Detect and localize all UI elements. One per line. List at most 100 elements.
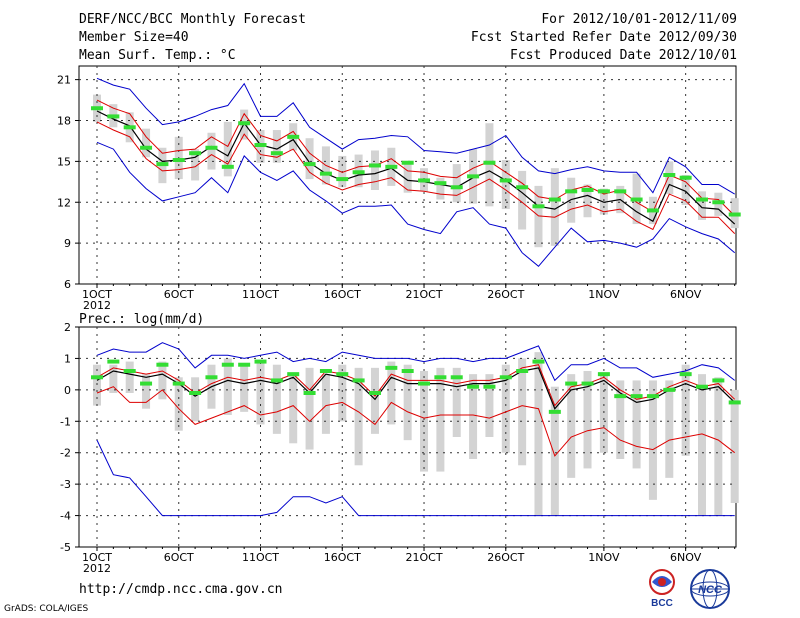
ensemble-box [518,358,527,466]
y-tick-label: 0 [64,384,71,397]
observed-marker [450,375,463,380]
observed-marker [434,375,447,380]
observed-marker [548,197,561,202]
observed-marker [499,178,512,183]
observed-marker [418,381,431,386]
ensemble-box [436,367,445,472]
y-tick-label: -3 [60,478,71,491]
ensemble-box [125,361,134,393]
observed-marker [728,400,741,405]
observed-marker [385,164,398,169]
forecast-period: For 2012/10/01-2012/11/09 [541,12,737,27]
observed-marker [254,143,267,148]
series-max-line [96,77,735,195]
ensemble-box [321,374,330,434]
x-tick-label: 1NOV [588,288,620,301]
ensemble-box [354,367,363,466]
forecast-produced-date: Fcst Produced Date 2012/10/01 [510,48,737,63]
x-tick-label: 26OCT [487,288,524,301]
ensemble-box [289,374,298,444]
ensemble-box [223,358,232,415]
observed-marker [189,391,202,395]
observed-marker [646,394,659,399]
ncc-logo-text: NCC [698,584,723,596]
observed-marker [679,372,692,377]
y-tick-label: 6 [64,278,71,291]
ensemble-box [158,361,167,400]
observed-marker [516,185,529,190]
observed-marker [499,375,512,380]
ensemble-box [403,161,412,193]
series-upper-line [96,99,736,217]
ensemble-box [272,364,281,434]
series-upper-line [96,364,736,407]
observed-marker [663,173,676,177]
ensemble-box [469,374,478,459]
member-size: Member Size=40 [79,30,189,45]
observed-marker [303,162,316,167]
observed-marker [107,359,120,364]
observed-marker [597,189,610,194]
ensemble-box [403,364,412,441]
observed-marker [303,391,316,395]
observed-marker [352,170,365,175]
series-lower-line [96,121,736,234]
ensemble-box [714,377,723,516]
bcc-logo-text: BCC [651,598,673,608]
observed-marker [467,174,480,179]
observed-marker [221,164,234,169]
y-tick-label: 1 [64,352,71,365]
x-year-label: 2012 [83,299,111,312]
ensemble-box [681,364,690,456]
ensemble-box [191,377,200,422]
ensemble-box [730,389,739,503]
grads-credit: GrADS: COLA/IGES [4,604,89,614]
ensemble-box [305,367,314,450]
observed-marker [189,151,202,156]
observed-marker [434,181,447,186]
y-tick-label: 9 [64,237,71,250]
ensemble-box [714,192,723,216]
y-tick-label: -2 [60,447,71,460]
ensemble-box [485,123,494,207]
ncc-logo: NCC [690,569,730,609]
x-tick-label: 11OCT [242,288,279,301]
y-tick-label: 12 [57,196,71,209]
ensemble-box [338,364,347,422]
observed-marker [418,178,431,183]
x-year-label: 2012 [83,562,111,575]
ensemble-box [305,138,314,180]
observed-marker [581,187,594,192]
observed-marker [679,175,692,180]
ensemble-box [207,132,216,170]
series-lower-line [96,386,736,457]
y-tick-label: -5 [60,541,71,554]
observed-marker [205,375,218,380]
observed-marker [696,384,708,389]
ensemble-box [632,380,641,469]
ensemble-box [370,367,379,434]
observed-marker [205,145,218,150]
ensemble-box [550,386,559,516]
x-tick-label: 1NOV [588,551,620,564]
ensemble-box [191,149,200,181]
observed-marker [238,121,251,126]
series-min-line [96,141,736,267]
ensemble-box [93,364,101,406]
observed-marker [532,359,545,364]
observed-marker [156,162,169,167]
observed-marker [385,365,398,370]
observed-marker [614,189,627,194]
observed-marker [319,369,332,373]
x-tick-label: 21OCT [405,551,442,564]
ensemble-box [665,161,674,195]
website-url[interactable]: http://cmdp.ncc.cma.gov.cn [79,582,283,597]
ensemble-box [387,361,396,425]
observed-marker [270,378,283,383]
ensemble-box [567,374,576,478]
ensemble-box [485,374,494,437]
observed-marker [270,151,283,156]
observed-marker [581,381,594,386]
